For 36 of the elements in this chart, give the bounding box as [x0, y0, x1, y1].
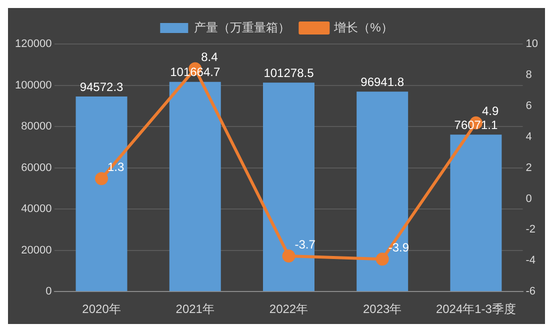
x-tick-label: 2024年1-3季度 [436, 302, 516, 316]
legend-label: 产量（万重量箱） [194, 20, 290, 34]
y-tick-label: 100000 [14, 79, 52, 92]
y2-tick-label: -6 [526, 286, 536, 298]
bar [169, 82, 221, 292]
y2-tick-label: 4 [526, 130, 532, 143]
point [376, 252, 389, 266]
y-tick-label: 40000 [21, 203, 52, 216]
y2-tick-label: 0 [526, 192, 532, 205]
y2-tick-label: -4 [526, 254, 536, 267]
y-tick-label: 20000 [21, 244, 52, 256]
bar [76, 96, 128, 292]
y2-tick-label: 10 [526, 38, 538, 50]
bar [356, 92, 408, 292]
x-tick-label: 2022年 [269, 302, 308, 316]
y-tick-label: 60000 [21, 162, 52, 174]
bar [450, 134, 502, 292]
data-label: 4.9 [482, 104, 499, 118]
data-label: 8.4 [201, 50, 218, 64]
x-tick-label: 2020年 [82, 302, 121, 316]
point [95, 172, 108, 186]
y-tick-label: 120000 [14, 38, 52, 50]
data-label: 101278.5 [264, 66, 314, 80]
y-tick-label: 0 [46, 286, 52, 298]
bar [262, 82, 314, 292]
y2-tick-label: 2 [526, 162, 532, 174]
point [282, 250, 296, 263]
data-label: 94572.3 [80, 80, 124, 94]
data-label: 96941.8 [360, 74, 404, 89]
legend-label: 增长（%） [333, 20, 393, 34]
y-tick-label: 80000 [21, 120, 52, 133]
y2-tick-label: -2 [526, 224, 536, 236]
x-tick-label: 2023年 [362, 302, 402, 316]
y2-tick-label: 6 [526, 100, 532, 112]
y2-tick-label: 8 [526, 68, 532, 81]
x-tick-label: 2021年 [176, 302, 214, 316]
